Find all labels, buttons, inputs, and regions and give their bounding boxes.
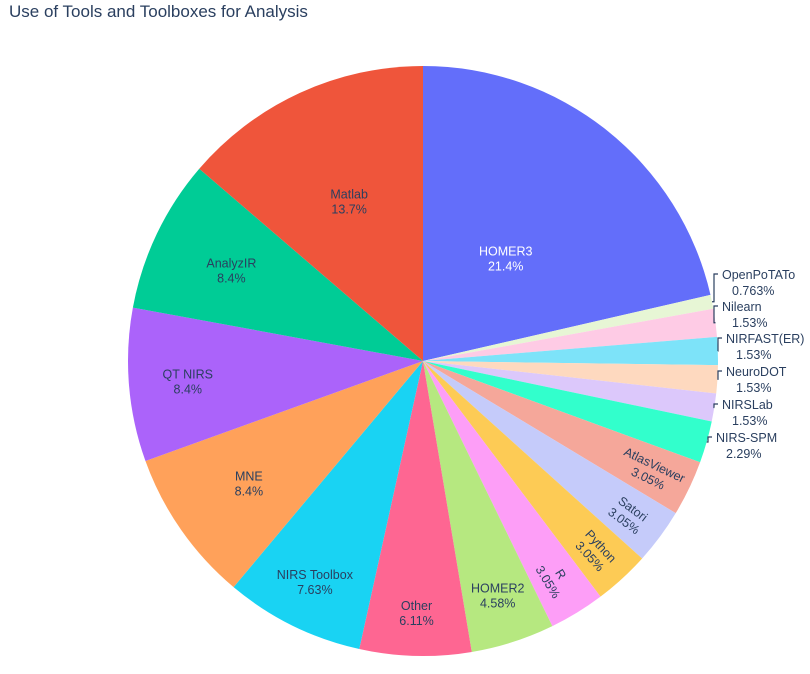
slice-nirslab[interactable] — [423, 361, 717, 422]
slice-label-openpotato: OpenPoTATo 0.763% — [722, 268, 795, 298]
slice-label-homer2: HOMER2 4.58% — [471, 581, 525, 610]
slice-label-homer3: HOMER3 21.4% — [479, 244, 533, 273]
slice-nirs-toolbox[interactable] — [233, 361, 423, 650]
slice-label-nirs-toolbox: NIRS Toolbox 7.63% — [277, 568, 354, 597]
slice-matlab[interactable] — [199, 66, 423, 361]
pie-slices — [127, 66, 718, 656]
slice-label-analyzir: AnalyzIR 8.4% — [206, 256, 256, 285]
slice-label-nirslab: NIRSLab 1.53% — [722, 398, 773, 428]
slice-python[interactable] — [423, 361, 643, 597]
slice-atlasviewer[interactable] — [423, 361, 701, 514]
leader-line-nirfast-er — [717, 337, 722, 352]
slice-mne[interactable] — [145, 361, 423, 588]
slice-label-neurodot: NeuroDOT 1.53% — [726, 365, 787, 395]
leader-line-nilearn — [713, 305, 718, 324]
slice-r[interactable] — [423, 361, 601, 627]
slice-openpotato[interactable] — [423, 294, 714, 361]
leader-line-neurodot — [717, 370, 722, 380]
slice-analyzir[interactable] — [132, 168, 423, 361]
slice-homer3[interactable] — [423, 66, 711, 361]
slice-nilearn[interactable] — [423, 308, 718, 361]
slice-neurodot[interactable] — [423, 361, 718, 394]
slice-label-nirfast-er: NIRFAST(ER) 1.53% — [726, 332, 804, 362]
slice-label-nilearn: Nilearn 1.53% — [722, 300, 767, 330]
slice-label-nirs-spm: NIRS-SPM 2.29% — [716, 431, 777, 461]
leader-line-nirslab — [713, 403, 718, 409]
slice-satori[interactable] — [423, 361, 676, 559]
slice-homer2[interactable] — [423, 361, 553, 652]
slice-label-qt-nirs: QT NIRS 8.4% — [163, 367, 213, 396]
slice-nirfast-er[interactable] — [423, 336, 718, 366]
slice-label-mne: MNE 8.4% — [235, 470, 263, 499]
slice-qt-nirs[interactable] — [127, 307, 423, 461]
leader-line-nirs-spm — [706, 436, 712, 443]
slice-label-matlab: Matlab 13.7% — [330, 187, 368, 216]
chart-title: Use of Tools and Toolboxes for Analysis — [9, 2, 308, 21]
slice-label-other: Other 6.11% — [399, 599, 434, 628]
slice-other[interactable] — [359, 361, 472, 656]
leader-line-openpotato — [711, 273, 718, 303]
slice-nirs-spm[interactable] — [423, 361, 712, 463]
